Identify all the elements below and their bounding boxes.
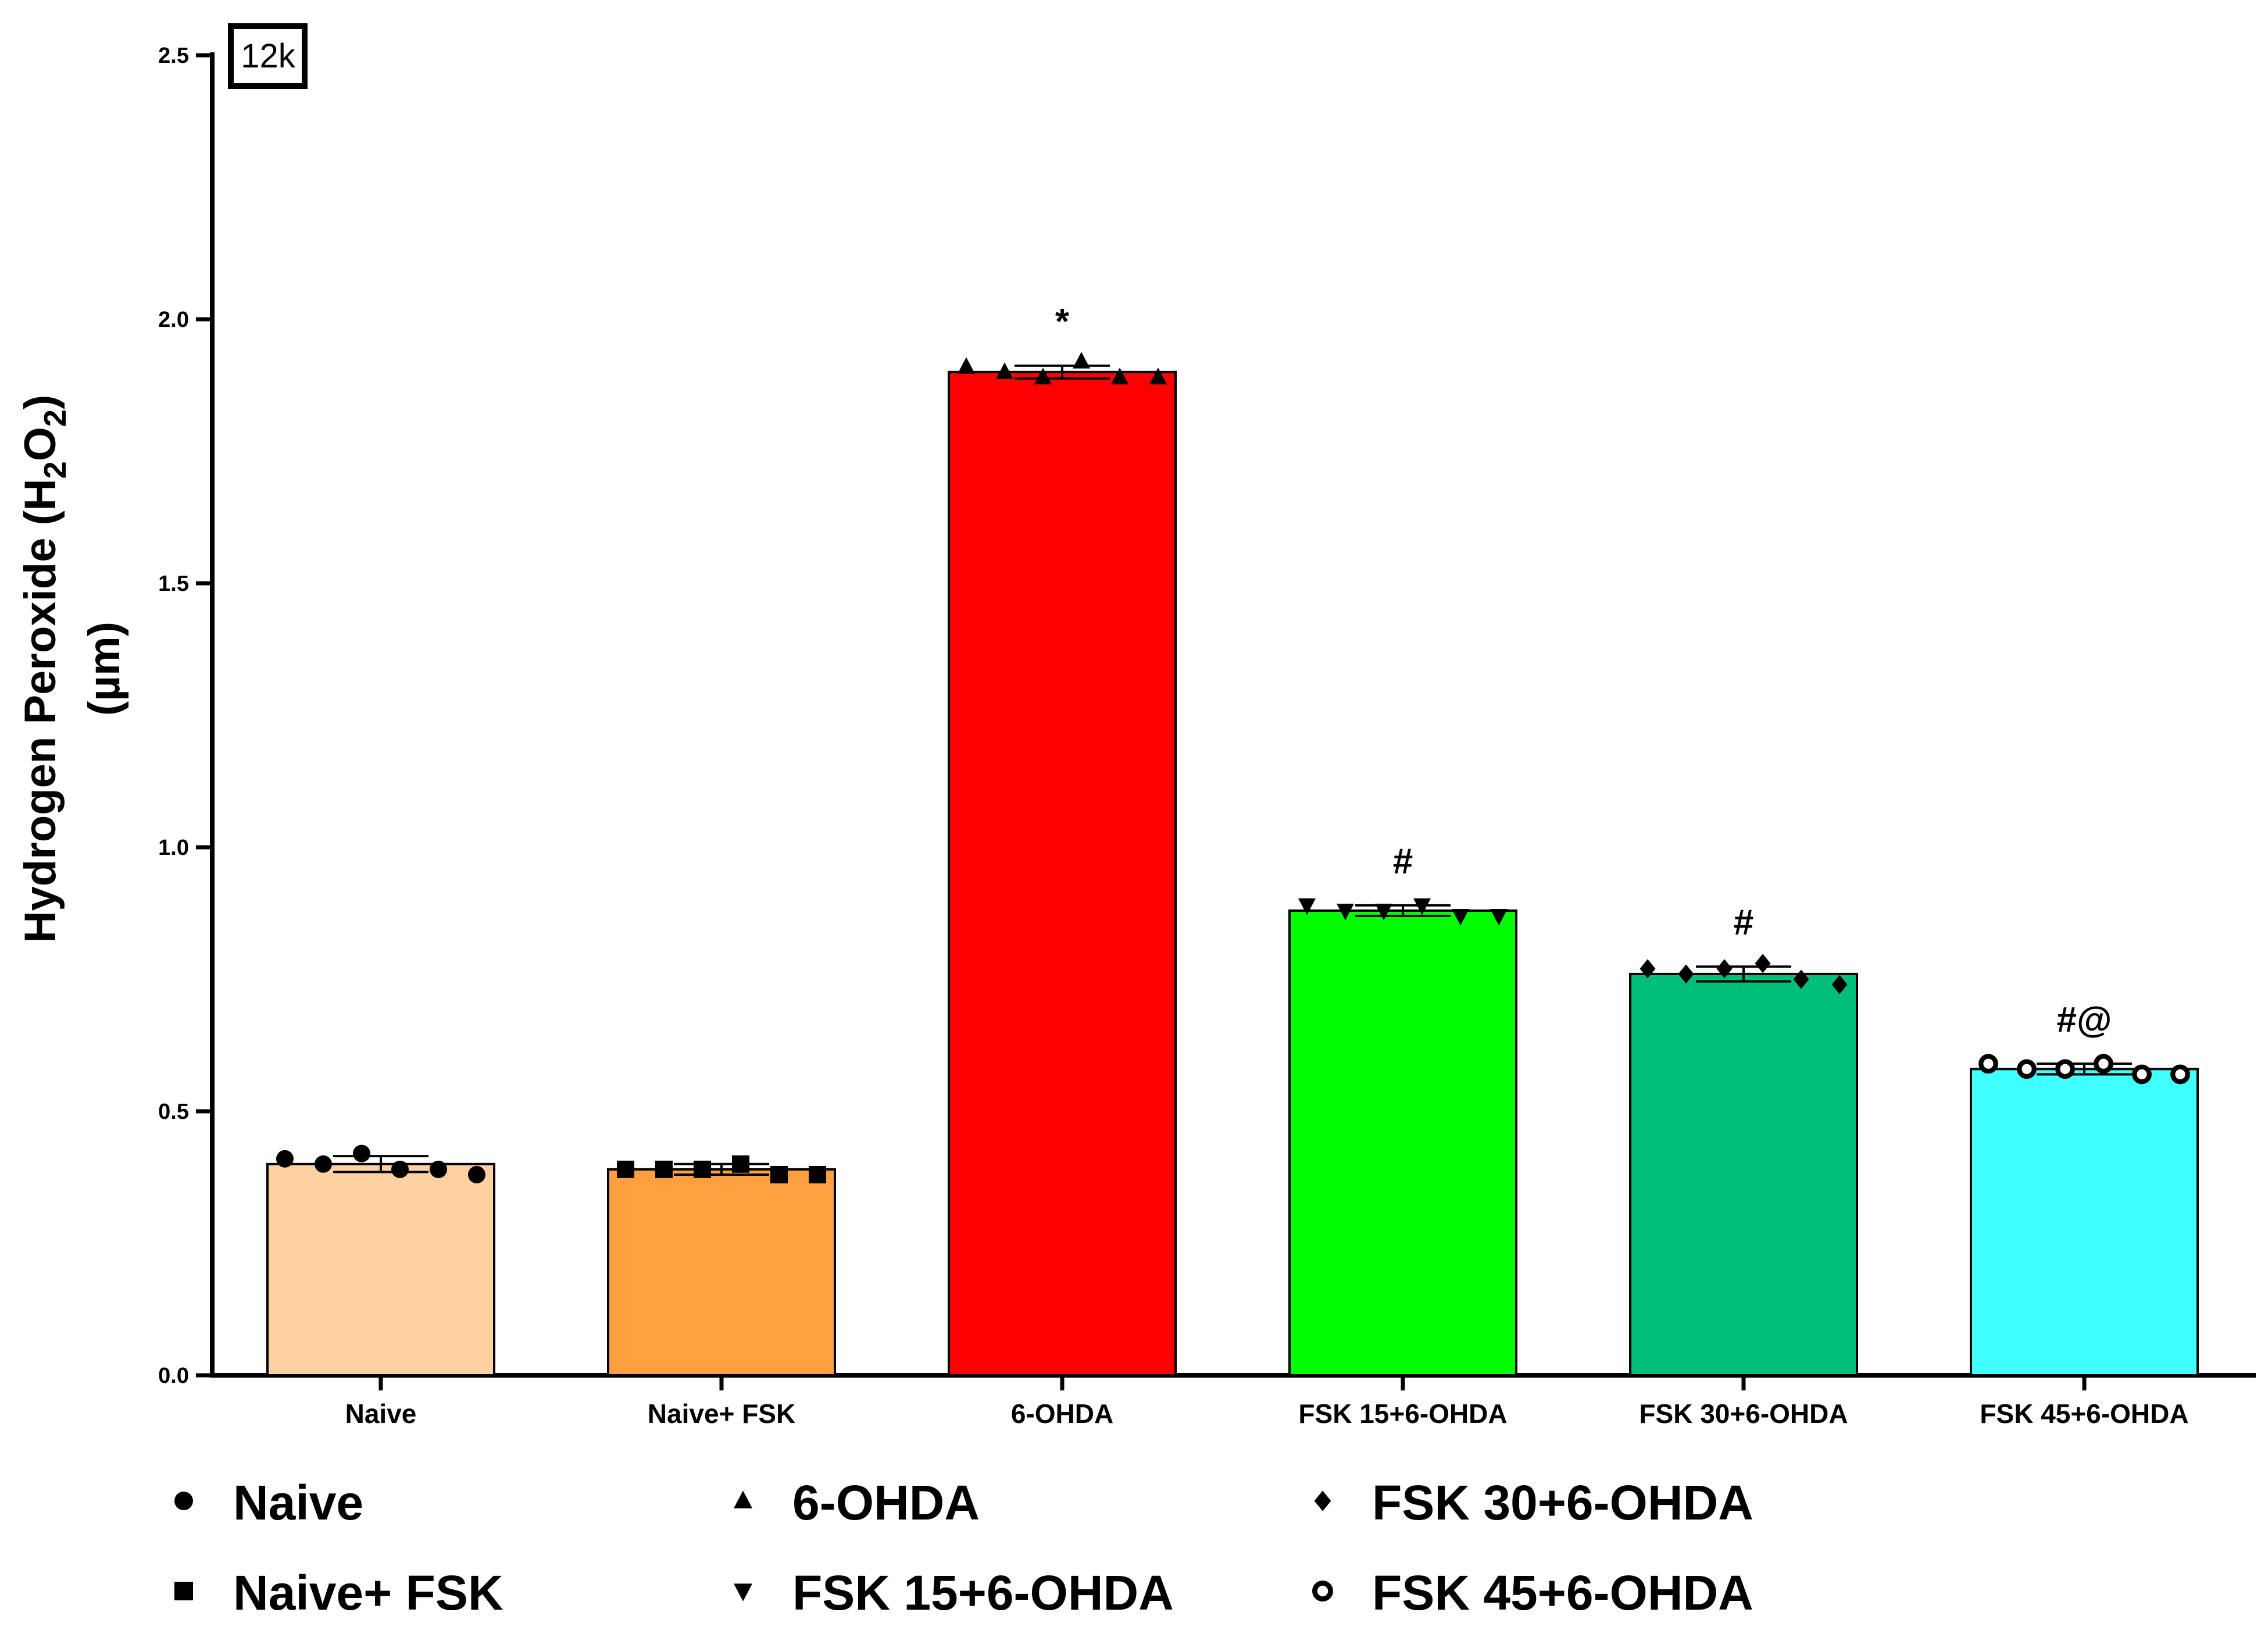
y-axis-title-mid: O xyxy=(16,427,65,461)
data-point xyxy=(1375,903,1392,921)
data-point xyxy=(1452,909,1469,926)
y-tick-label: 0.5 xyxy=(158,1100,189,1124)
x-tick-label: FSK 45+6-OHDA xyxy=(1980,1399,2188,1429)
y-axis-title: Hydrogen Peroxide (H2O2) (µm) xyxy=(16,395,129,943)
data-point xyxy=(1640,959,1656,979)
data-point xyxy=(1413,898,1431,915)
y-axis-title-sub2: 2 xyxy=(38,409,73,427)
bar-group: FSK 30+6-OHDA # xyxy=(1629,903,1858,1429)
legend-label: 6-OHDA xyxy=(792,1475,980,1530)
data-point xyxy=(2017,1059,2037,1079)
data-point xyxy=(1111,368,1128,384)
x-tick-label: FSK 30+6-OHDA xyxy=(1639,1399,1848,1429)
data-point xyxy=(468,1165,485,1183)
x-tick-label: 6-OHDA xyxy=(1011,1399,1113,1429)
panel-label-text: 12k xyxy=(241,37,296,75)
data-point xyxy=(2094,1054,2113,1074)
bar xyxy=(948,370,1177,1376)
y-tick-label: 1.5 xyxy=(158,572,189,596)
legend-label: Naive xyxy=(233,1475,363,1530)
bar-group: Naive xyxy=(266,1144,495,1429)
panel-label: 12k xyxy=(228,23,308,89)
data-point xyxy=(996,362,1013,379)
data-point xyxy=(809,1165,826,1183)
legend-item: 6-OHDA xyxy=(734,1475,980,1530)
bar-group: FSK 15+6-OHDA # xyxy=(1288,841,1517,1429)
data-point xyxy=(694,1160,711,1178)
legend-marker xyxy=(174,1492,193,1510)
y-axis-unit: (µm) xyxy=(80,622,129,716)
legend-marker xyxy=(1314,1490,1331,1511)
bar xyxy=(1288,909,1517,1376)
data-point xyxy=(1490,909,1508,926)
y-tick-label: 2.0 xyxy=(158,308,189,332)
y-tick-label: 1.0 xyxy=(158,836,189,860)
bar-group: Naive+ FSK xyxy=(607,1155,836,1429)
data-point xyxy=(1793,969,1809,989)
legend-item: Naive xyxy=(174,1475,363,1530)
data-point xyxy=(1716,959,1733,979)
data-point xyxy=(1073,352,1090,369)
bar xyxy=(1970,1068,2199,1376)
legend-marker xyxy=(734,1490,752,1508)
data-point xyxy=(1337,903,1354,921)
bar-group: FSK 45+6-OHDA #@ xyxy=(1970,1000,2199,1429)
legend-label: FSK 45+6-OHDA xyxy=(1372,1565,1753,1620)
data-point xyxy=(1831,975,1848,994)
legend-item: FSK 45+6-OHDA xyxy=(1312,1565,1753,1620)
data-point xyxy=(276,1150,294,1168)
bar xyxy=(266,1162,495,1377)
bar-group: 6-OHDA * xyxy=(948,302,1177,1429)
y-tick-label: 2.5 xyxy=(158,44,189,68)
legend-item: FSK 30+6-OHDA xyxy=(1314,1475,1753,1530)
legend-label: Naive+ FSK xyxy=(233,1565,503,1620)
data-point xyxy=(732,1155,749,1173)
data-point xyxy=(1149,368,1167,384)
significance-label: # xyxy=(1393,841,1413,882)
data-point xyxy=(1034,368,1052,384)
legend-item: FSK 15+6-OHDA xyxy=(734,1565,1174,1620)
data-point xyxy=(617,1160,634,1178)
y-axis-title-main: Hydrogen Peroxide (H xyxy=(16,479,65,943)
data-point xyxy=(315,1155,332,1173)
legend-label: FSK 30+6-OHDA xyxy=(1372,1475,1753,1530)
legend-label: FSK 15+6-OHDA xyxy=(792,1565,1174,1620)
svg-text:Hydrogen Peroxide (H2O2): Hydrogen Peroxide (H2O2) xyxy=(16,395,73,943)
data-point xyxy=(1298,898,1316,915)
x-tick-label: Naive+ FSK xyxy=(648,1399,795,1429)
data-point xyxy=(1978,1054,1998,1074)
y-axis-title-close: ) xyxy=(16,395,65,409)
x-tick-label: Naive xyxy=(345,1399,417,1429)
data-point xyxy=(2132,1064,2152,1085)
plot-area: 0.0 0.5 1.0 1.5 2.0 2.5 Naive Naive+ FSK 6-OHDA *… xyxy=(158,44,2256,1429)
data-point xyxy=(2055,1059,2075,1079)
significance-label: #@ xyxy=(2057,1000,2112,1040)
legend-item: Naive+ FSK xyxy=(174,1565,503,1620)
data-point xyxy=(958,357,975,374)
legend-marker xyxy=(1312,1580,1333,1602)
legend: Naive Naive+ FSK 6-OHDA FSK 15+6-OHDA FSK 30… xyxy=(174,1475,1753,1620)
data-point xyxy=(770,1165,788,1183)
significance-label: # xyxy=(1734,903,1753,943)
data-point xyxy=(1755,954,1771,973)
data-point xyxy=(353,1144,370,1162)
bar xyxy=(1629,972,1858,1377)
y-tick-label: 0.0 xyxy=(158,1364,189,1388)
bar xyxy=(607,1168,836,1376)
data-point xyxy=(2170,1064,2190,1085)
legend-marker xyxy=(174,1582,193,1600)
significance-label: * xyxy=(1055,302,1070,342)
data-point xyxy=(1678,964,1694,984)
y-axis-title-sub1: 2 xyxy=(38,461,73,479)
data-point xyxy=(655,1160,673,1178)
data-point xyxy=(430,1160,447,1178)
legend-marker xyxy=(734,1583,752,1602)
x-tick-label: FSK 15+6-OHDA xyxy=(1298,1399,1507,1429)
data-point xyxy=(391,1160,409,1178)
